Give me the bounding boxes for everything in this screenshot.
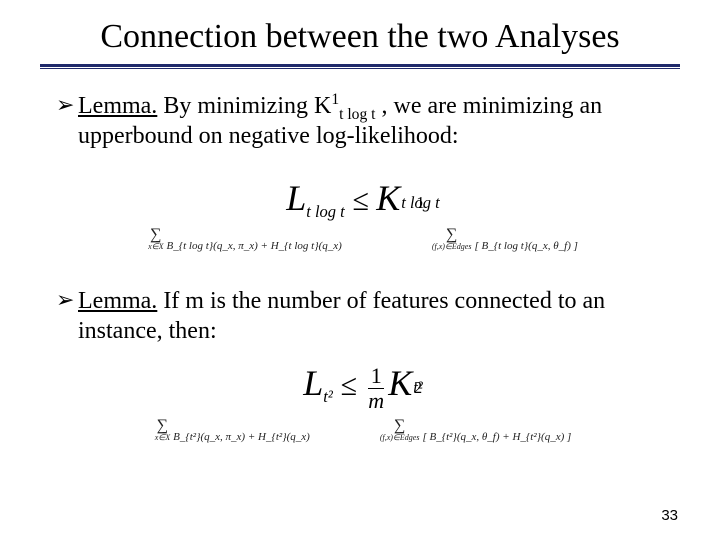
lemma-label: Lemma. (78, 93, 157, 119)
equation-1: Lt log t ≤ K1t log t (56, 177, 670, 219)
slide-container: Connection between the two Analyses ➢ Le… (0, 0, 720, 540)
small-eq2-right: ∑(f,x)∈Edges[ B_{t²}(q_x, θ_f) + H_{t²}(… (380, 418, 571, 443)
eq2-frac-num: 1 (368, 365, 384, 389)
small-equation-1: ∑x∈X B_{t log t}(q_x, π_x) + H_{t log t}(… (56, 227, 670, 254)
slide-title: Connection between the two Analyses (40, 18, 680, 56)
page-number: 33 (661, 507, 678, 524)
bullet-2-body: If m is the number of features connected… (78, 288, 605, 344)
sigma-icon: ∑x∈X (155, 418, 170, 442)
small-eq2-left-body: B_{t²}(q_x, π_x) + H_{t²}(q_x) (173, 431, 310, 443)
eq2-frac-den: m (368, 389, 384, 412)
bullet-2-text: Lemma. If m is the number of features co… (78, 286, 670, 346)
eq1-L-sub: t log t (306, 202, 345, 221)
eq1-L: L (286, 178, 306, 218)
arrow-icon: ➢ (56, 286, 78, 314)
small-eq1-left: ∑x∈X B_{t log t}(q_x, π_x) + H_{t log t}(… (148, 227, 342, 252)
bullet-1-pre: By minimizing K (157, 93, 331, 119)
small-eq1-right: ∑(f,x)∈Edges[ B_{t log t}(q_x, θ_f) ] (432, 227, 578, 252)
eq1-op: ≤ (345, 184, 376, 217)
eq2-L: L (303, 363, 323, 403)
eq1-body: Lt log t ≤ K1t log t (286, 184, 440, 217)
eq2-K: K (388, 363, 412, 403)
lemma-label: Lemma. (78, 288, 157, 314)
bullet-1-text: Lemma. By minimizing K1t log t , we are … (78, 91, 670, 151)
equation-2: Lt² ≤ 1mK2t² (56, 362, 670, 412)
sigma-icon: ∑x∈X (148, 227, 163, 251)
eq2-body: Lt² ≤ 1mK2t² (303, 369, 422, 402)
content-area: ➢ Lemma. By minimizing K1t log t , we ar… (40, 69, 680, 445)
small-eq1-right-body: [ B_{t log t}(q_x, θ_f) ] (474, 240, 577, 252)
small-equation-2: ∑x∈XB_{t²}(q_x, π_x) + H_{t²}(q_x) ∑(f,x… (56, 418, 670, 445)
eq2-op: ≤ (333, 369, 364, 402)
bullet-2: ➢ Lemma. If m is the number of features … (56, 286, 670, 346)
bullet-1-sup: 1 (331, 91, 339, 108)
small-eq2-left: ∑x∈XB_{t²}(q_x, π_x) + H_{t²}(q_x) (155, 418, 310, 443)
small-eq1-left-body: B_{t log t}(q_x, π_x) + H_{t log t}(q_x) (167, 240, 342, 252)
eq1-K: K (376, 178, 400, 218)
arrow-icon: ➢ (56, 91, 78, 119)
eq2-L-sub: t² (323, 387, 333, 406)
small-eq1-inner: ∑x∈X B_{t log t}(q_x, π_x) + H_{t log t}(… (148, 227, 578, 252)
sigma-icon: ∑(f,x)∈Edges (432, 227, 472, 251)
rule-thick (40, 64, 680, 67)
small-eq2-right-body: [ B_{t²}(q_x, θ_f) + H_{t²}(q_x) ] (422, 431, 571, 443)
eq2-fraction: 1m (368, 365, 384, 412)
sigma-icon: ∑(f,x)∈Edges (380, 418, 420, 442)
bullet-1: ➢ Lemma. By minimizing K1t log t , we ar… (56, 91, 670, 151)
small-eq2-inner: ∑x∈XB_{t²}(q_x, π_x) + H_{t²}(q_x) ∑(f,x… (155, 418, 572, 443)
bullet-1-sub: t log t (339, 106, 375, 123)
